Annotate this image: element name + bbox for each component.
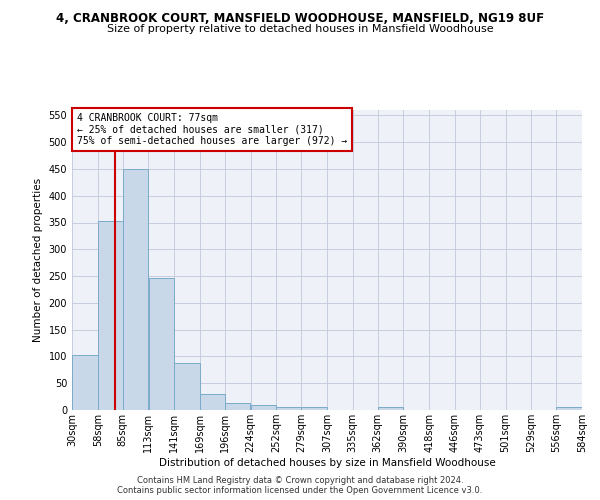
Text: Contains HM Land Registry data © Crown copyright and database right 2024.: Contains HM Land Registry data © Crown c…	[137, 476, 463, 485]
Bar	[123, 170, 148, 410]
Bar	[251, 405, 276, 410]
Bar	[149, 278, 174, 410]
Bar	[225, 402, 250, 410]
Text: Contains public sector information licensed under the Open Government Licence v3: Contains public sector information licen…	[118, 486, 482, 495]
Bar	[175, 364, 200, 410]
X-axis label: Distribution of detached houses by size in Mansfield Woodhouse: Distribution of detached houses by size …	[158, 458, 496, 468]
Bar	[301, 408, 327, 410]
Bar	[200, 394, 224, 410]
Text: 4, CRANBROOK COURT, MANSFIELD WOODHOUSE, MANSFIELD, NG19 8UF: 4, CRANBROOK COURT, MANSFIELD WOODHOUSE,…	[56, 12, 544, 26]
Text: Size of property relative to detached houses in Mansfield Woodhouse: Size of property relative to detached ho…	[107, 24, 493, 34]
Text: 4 CRANBROOK COURT: 77sqm
← 25% of detached houses are smaller (317)
75% of semi-: 4 CRANBROOK COURT: 77sqm ← 25% of detach…	[77, 113, 347, 146]
Bar	[98, 221, 122, 410]
Bar	[72, 355, 98, 410]
Bar	[277, 408, 301, 410]
Bar	[556, 408, 582, 410]
Bar	[378, 408, 403, 410]
Y-axis label: Number of detached properties: Number of detached properties	[33, 178, 43, 342]
